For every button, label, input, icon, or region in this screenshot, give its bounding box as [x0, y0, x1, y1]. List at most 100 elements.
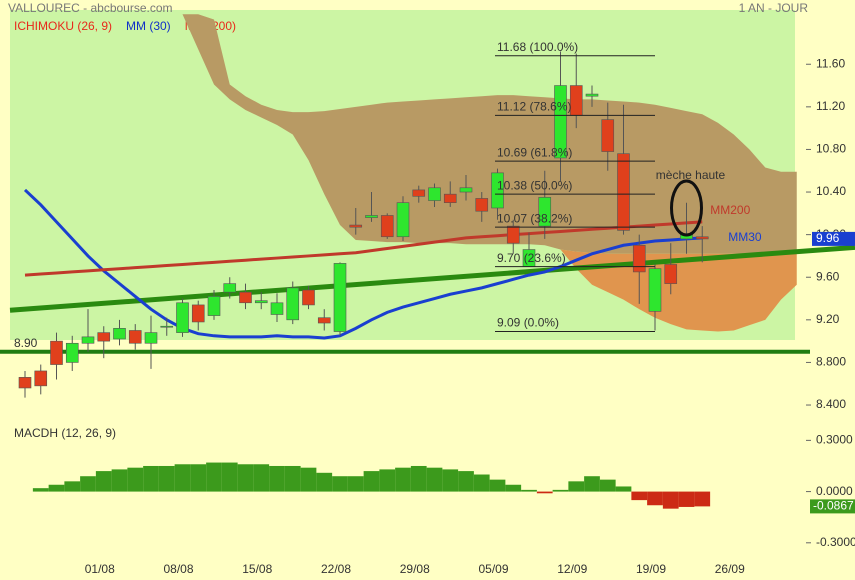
moving-average	[24, 220, 703, 277]
macd-bar	[552, 489, 569, 492]
macd-bar	[347, 476, 364, 492]
x-tick-label: 01/08	[85, 562, 115, 576]
fib-label: 11.68 (100.0%)	[497, 40, 578, 54]
macd-bar	[206, 462, 222, 492]
macd-bar	[426, 467, 443, 492]
macd-bar	[143, 465, 159, 492]
candle-body	[475, 198, 489, 212]
macd-bar	[190, 464, 207, 492]
candle-body	[380, 215, 394, 238]
candle-body	[97, 332, 111, 342]
candle-body	[506, 225, 520, 244]
candle-body	[34, 370, 48, 387]
macd-bar	[442, 469, 459, 492]
candle-body	[317, 317, 331, 324]
macd-box-label: -0.0867	[813, 499, 854, 513]
macd-bar	[615, 486, 632, 492]
price-box	[812, 231, 855, 246]
candle-body	[144, 332, 158, 344]
candle-body	[601, 119, 615, 152]
y-tick-label: 8.400	[816, 397, 846, 411]
x-tick-label: 29/08	[400, 562, 430, 576]
candle-body	[65, 342, 79, 363]
macd-bar	[253, 464, 270, 492]
x-tick-label: 15/08	[242, 562, 272, 576]
macd-bar	[332, 476, 348, 492]
fib-label: 9.70 (23.6%)	[497, 251, 566, 265]
trend-line	[9, 244, 855, 313]
y-tick-label: 0.3000	[816, 433, 853, 447]
candle-body	[428, 187, 441, 201]
x-tick-label: 26/09	[715, 562, 745, 576]
y-tick-label: 11.20	[816, 99, 845, 113]
y-tick-label: -0.3000	[816, 535, 855, 549]
macd-bar	[489, 479, 506, 492]
y-tick-label: 8.800	[816, 355, 846, 369]
x-tick-label: 08/08	[163, 562, 193, 576]
series-label: MM30	[728, 230, 762, 244]
macd-bar	[284, 465, 301, 492]
macd-bar	[694, 491, 711, 507]
annotation-circle	[670, 179, 703, 237]
candle-body	[302, 289, 315, 306]
macd-bar	[395, 467, 411, 492]
macd-bar	[269, 465, 285, 492]
candle-body	[18, 377, 32, 389]
macd-bar	[521, 489, 537, 492]
macd-bar	[678, 491, 695, 507]
macd-bar	[300, 467, 317, 492]
candle-body	[333, 263, 347, 332]
y-tick-label: 10.40	[816, 184, 846, 198]
support-label: 8.90	[14, 336, 38, 350]
macd-bar	[127, 467, 144, 492]
y-tick-label: 0.0000	[816, 484, 853, 498]
macd-bar	[316, 472, 333, 492]
period-label: 1 AN - JOUR	[739, 1, 809, 15]
macd-bar	[536, 491, 553, 494]
macd-bar	[48, 484, 65, 492]
fib-label: 10.69 (61.8%)	[497, 145, 572, 159]
fib-label: 11.12 (78.6%)	[497, 100, 572, 114]
candle-body	[81, 336, 95, 344]
candle-body	[160, 325, 174, 328]
macd-bar	[32, 488, 49, 492]
fib-label: 10.38 (50.0%)	[497, 178, 572, 192]
candle-body	[569, 85, 583, 116]
macd-bar	[363, 471, 380, 492]
candle-body	[270, 302, 284, 315]
price-box-label: 9.96	[816, 231, 840, 245]
candle-body	[113, 328, 126, 340]
macd-bar	[458, 471, 474, 492]
macd-bar	[237, 464, 254, 492]
macd-bar	[662, 491, 679, 509]
macd-bar	[174, 464, 191, 492]
macd-bar	[158, 465, 175, 492]
macd-box	[810, 499, 855, 514]
series-label: MM200	[710, 203, 750, 217]
candle-body	[239, 291, 252, 304]
x-tick-label: 12/09	[557, 562, 587, 576]
annotation: mèche haute	[656, 168, 726, 182]
macd-bar	[584, 476, 600, 492]
candle-body	[191, 304, 205, 323]
candle-body	[617, 153, 630, 231]
x-tick-label: 22/08	[321, 562, 351, 576]
macd-bar	[599, 479, 616, 492]
candle-body	[585, 93, 599, 97]
y-tick-label: 9.20	[816, 312, 840, 326]
macd-bar	[379, 469, 396, 492]
candle-body	[223, 283, 237, 293]
candle-body	[128, 330, 142, 344]
fib-label: 9.09 (0.0%)	[497, 316, 559, 330]
y-tick-label: 9.60	[816, 269, 840, 283]
macd-bar	[111, 469, 128, 492]
candle-body	[695, 236, 709, 240]
y-tick-label: 10.80	[816, 142, 846, 156]
candle-body	[365, 215, 378, 218]
candle-body	[443, 193, 457, 203]
macd-bar	[473, 474, 490, 492]
candle-body	[286, 287, 300, 321]
macd-bar	[631, 491, 648, 501]
